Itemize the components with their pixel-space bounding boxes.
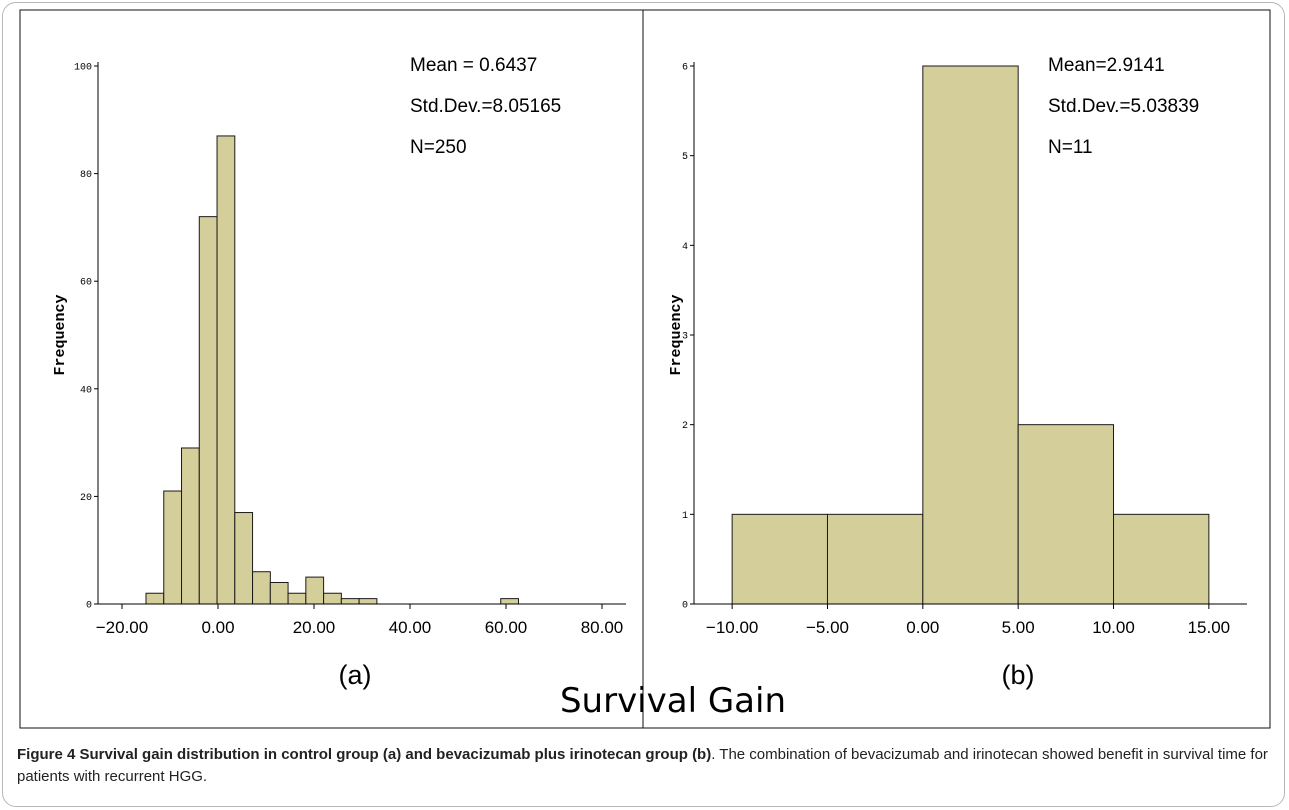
histogram-bar — [340, 598, 360, 605]
stats-annotation: Std.Dev.=8.05165 — [410, 96, 561, 117]
histogram-bar — [922, 65, 1019, 605]
histogram-bar — [358, 598, 378, 605]
x-tick-label: 10.00 — [1092, 618, 1135, 637]
histogram-bar — [234, 512, 254, 605]
y-tick-label: 0 — [86, 601, 92, 612]
histogram-bar — [198, 216, 218, 605]
histogram-bar — [181, 447, 200, 605]
histogram-bar — [269, 581, 289, 605]
figure-caption: Figure 4 Survival gain distribution in c… — [17, 744, 1272, 788]
panel-label: (a) — [339, 660, 372, 690]
chart-panel-a: 0 20 40 60 80 100 −20.00 0.00 20.00 40.00 60.00 80.… — [19, 9, 644, 729]
y-tick-label: 4 — [682, 242, 688, 253]
histogram-bar — [1017, 424, 1115, 605]
shared-xaxis-title: Survival Gain — [560, 681, 786, 721]
histogram-bar — [1113, 513, 1210, 605]
caption-text: . The combination of bevacizumab and iri… — [17, 746, 1268, 785]
y-tick-label: 1 — [682, 511, 688, 522]
x-tick-label: 0.00 — [906, 618, 939, 637]
histogram-bar — [500, 598, 519, 605]
histogram-bar — [323, 592, 342, 605]
histogram-bar — [305, 576, 325, 605]
y-tick-label: 20 — [80, 493, 92, 504]
y-tick-label: 100 — [74, 63, 92, 74]
x-tick-label: 0.00 — [201, 618, 234, 637]
stats-annotation: Mean=2.9141 — [1048, 55, 1165, 76]
histogram-bar — [826, 513, 924, 605]
x-tick-label: −5.00 — [806, 618, 849, 637]
x-tick-label: −20.00 — [96, 618, 148, 637]
stats-annotation: Std.Dev.=5.03839 — [1048, 96, 1199, 117]
x-tick-label: 15.00 — [1188, 618, 1231, 637]
stats-annotation: N=250 — [410, 137, 467, 158]
x-tick-label: 40.00 — [389, 618, 432, 637]
y-tick-label: 40 — [80, 385, 92, 396]
y-tick-label: 80 — [80, 170, 92, 181]
histogram-bar — [145, 592, 165, 605]
x-tick-label: −10.00 — [706, 618, 758, 637]
caption-title: Figure 4 Survival gain distribution in c… — [17, 746, 712, 763]
panel-border — [642, 9, 1271, 729]
y-tick-label: 0 — [682, 601, 688, 612]
stats-annotation: N=11 — [1048, 137, 1093, 158]
y-tick-label: 5 — [682, 152, 688, 163]
x-tick-label: 60.00 — [485, 618, 528, 637]
histogram-bar — [731, 513, 828, 605]
histogram-bar — [216, 135, 236, 605]
x-tick-label: 80.00 — [581, 618, 624, 637]
chart-panel-b: 0 1 2 3 4 5 6 −10.00 −5.00 0.00 5.00 10.00 15.00 Freq… — [642, 9, 1271, 729]
x-tick-label: 20.00 — [293, 618, 336, 637]
y-tick-label: 6 — [682, 63, 688, 74]
stats-annotation: Mean = 0.6437 — [410, 55, 537, 76]
panel-label: (b) — [1002, 660, 1035, 690]
y-tick-label: 60 — [80, 278, 92, 289]
x-tick-label: 5.00 — [1002, 618, 1035, 637]
histogram-bar — [287, 592, 307, 605]
histogram-bar — [163, 490, 183, 605]
histogram-bar — [252, 571, 271, 605]
y-tick-label: 2 — [682, 421, 688, 432]
y-tick-label: 3 — [682, 332, 688, 343]
y-axis-title: Frequency — [668, 294, 685, 375]
y-axis-title: Frequency — [52, 294, 69, 375]
